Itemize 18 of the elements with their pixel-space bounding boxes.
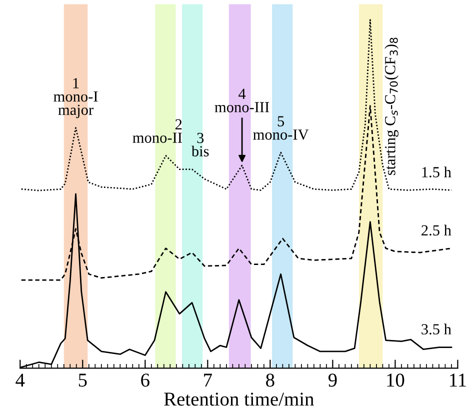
- annotation: 3 bis: [191, 132, 209, 156]
- x-tick-label: 10: [387, 374, 404, 387]
- annotation: 2 mono-II: [132, 119, 182, 143]
- x-tick-label: 6: [141, 374, 150, 387]
- series-label: 3.5 h: [422, 324, 452, 334]
- x-tick-label: 11: [450, 374, 466, 387]
- x-tick-label: 8: [266, 374, 274, 387]
- series-label: 1.5 h: [422, 166, 452, 178]
- x-tick-label: 9: [328, 374, 337, 387]
- annotation: 5 mono-IV: [253, 116, 309, 140]
- annotation: 1 mono-I major: [54, 78, 98, 118]
- annotation: 4 mono-III: [214, 88, 270, 112]
- series-label: 2.5 h: [422, 224, 452, 236]
- x-axis-title: Retention time/min: [164, 392, 314, 406]
- x-tick-label: 4: [16, 374, 25, 387]
- x-tick-label: 7: [204, 374, 212, 387]
- band-label: starting C$_{s}$-C$_{70}$(CF$_{3}$)$_{8}$: [384, 38, 398, 175]
- x-tick-label: 5: [78, 374, 87, 387]
